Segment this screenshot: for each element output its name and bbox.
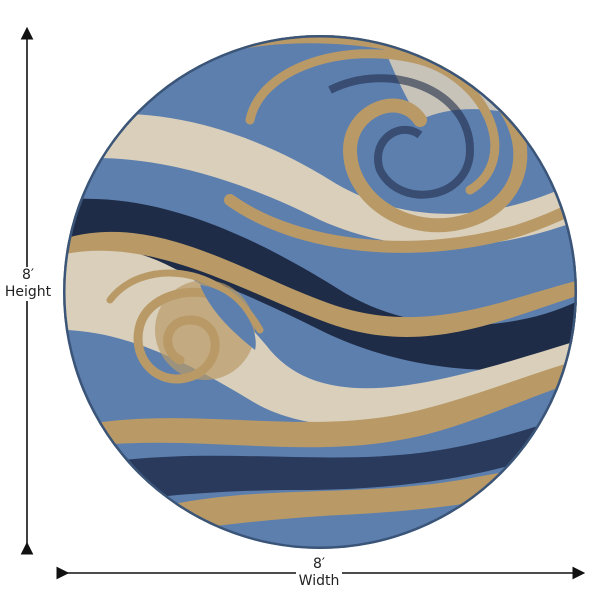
width-text: Width <box>298 573 340 589</box>
height-text: Height <box>4 284 52 300</box>
height-label: 8′ Height <box>2 267 54 301</box>
width-value: 8′ <box>312 556 326 572</box>
round-rug <box>63 35 577 549</box>
width-label: 8′ Width <box>296 556 342 590</box>
height-value: 8′ <box>21 267 35 283</box>
